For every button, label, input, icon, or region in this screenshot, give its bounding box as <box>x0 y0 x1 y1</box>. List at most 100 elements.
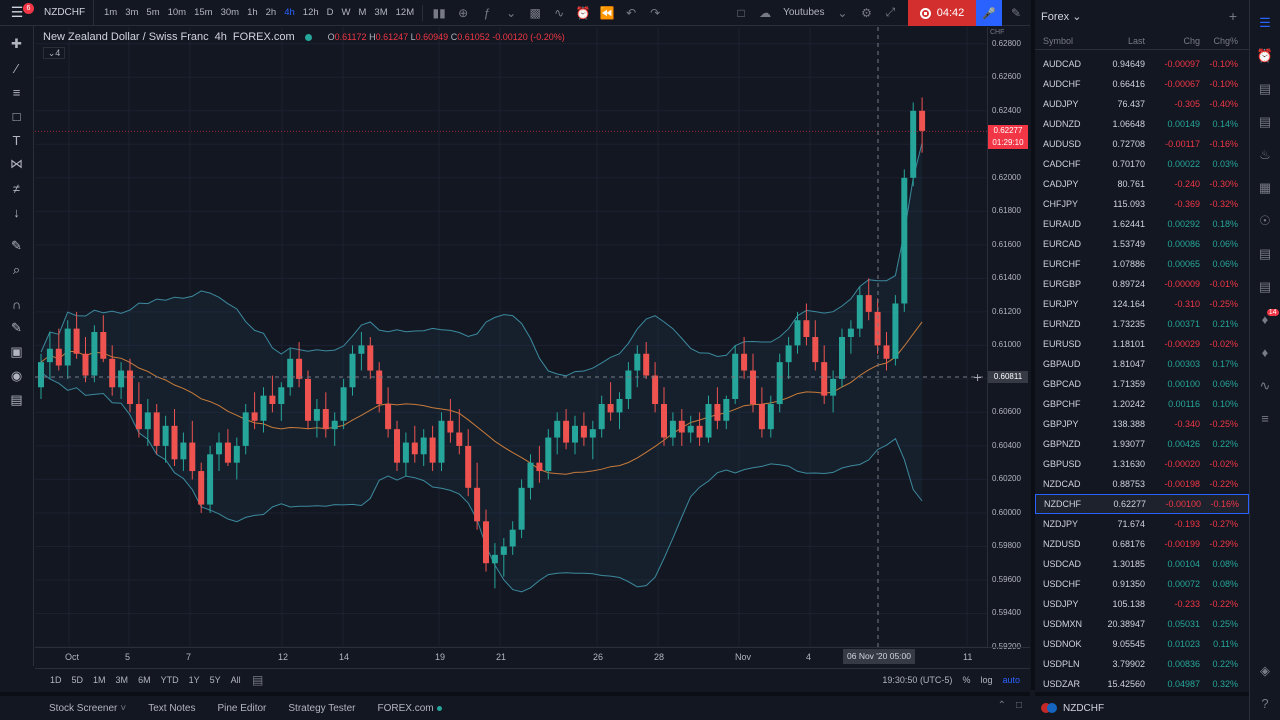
dom-icon[interactable]: ≡ <box>1261 411 1269 426</box>
undo-icon[interactable]: ↶ <box>626 5 637 20</box>
column-chg[interactable]: Chg <box>1183 35 1200 46</box>
trash-icon[interactable]: ▤ <box>10 392 23 407</box>
watchlist-row-gbpchf[interactable]: GBPCHF 1.20242 0.00116 0.10% <box>1035 394 1249 414</box>
range-6m[interactable]: 6M <box>138 674 151 685</box>
streams-icon[interactable]: ▤ <box>1258 278 1272 294</box>
clock-readout[interactable]: 19:30:50 (UTC-5) <box>882 675 953 685</box>
replay-icon[interactable]: ⏪ <box>599 5 615 20</box>
compare-icon[interactable]: ⊕ <box>458 5 469 20</box>
fib-icon[interactable]: ≡ <box>12 84 21 100</box>
column-last[interactable]: Last <box>1127 35 1145 46</box>
percent-toggle[interactable]: % <box>962 675 971 685</box>
layout-name[interactable]: Youtubes <box>783 6 825 18</box>
text-icon[interactable]: T <box>12 132 21 148</box>
alert-icon[interactable]: ⏰ <box>575 5 591 20</box>
watchlist-row-gbpjpy[interactable]: GBPJPY 138.388 -0.340 -0.25% <box>1035 414 1249 434</box>
interval-10m[interactable]: 10m <box>167 6 187 18</box>
financials-icon[interactable]: ▩ <box>529 5 541 20</box>
interval-1m[interactable]: 1m <box>104 6 118 18</box>
watchlist-row-usdjpy[interactable]: USDJPY 105.138 -0.233 -0.22% <box>1035 594 1249 614</box>
range-1d[interactable]: 1D <box>50 674 62 685</box>
indicators-toggle[interactable]: ⌄4 <box>43 47 65 59</box>
range-1y[interactable]: 1Y <box>188 674 200 685</box>
eye-icon[interactable]: ◉ <box>10 368 23 383</box>
trend-line-icon[interactable]: ∕ <box>15 60 18 76</box>
watchlist-row-eurchf[interactable]: EURCHF 1.07886 0.00065 0.06% <box>1035 254 1249 274</box>
gear-icon[interactable]: ⚙ <box>861 5 872 20</box>
watchlist-row-cadchf[interactable]: CADCHF 0.70170 0.00022 0.03% <box>1035 154 1249 174</box>
tab-text-notes[interactable]: Text Notes <box>148 702 196 714</box>
tab-forex-com[interactable]: FOREX.com <box>366 703 452 714</box>
watchlist-row-eurcad[interactable]: EURCAD 1.53749 0.00086 0.06% <box>1035 234 1249 254</box>
time-scale[interactable]: Oct 5 7 12 14 19 21 26 28 Nov 4 11 06 Nov '20 05:00 <box>35 647 1030 667</box>
watchlist-row-chfjpy[interactable]: CHFJPY 115.093 -0.369 -0.32% <box>1035 194 1249 214</box>
interval-15m[interactable]: 15m <box>194 6 213 18</box>
interval-3M[interactable]: 3M <box>374 6 388 18</box>
watchlist-row-usdmxn[interactable]: USDMXN 20.38947 0.05031 0.25% <box>1035 614 1249 634</box>
range-1m[interactable]: 1M <box>93 674 106 685</box>
range-5d[interactable]: 5D <box>71 674 84 685</box>
tab-stock-screener[interactable]: Stock Screener ˅ <box>49 702 127 714</box>
watchlist-row-gbpnzd[interactable]: GBPNZD 1.93077 0.00426 0.22% <box>1035 434 1249 454</box>
watchlist-row-audchf[interactable]: AUDCHF 0.66416 -0.00067 -0.10% <box>1035 74 1249 94</box>
tab-strategy-tester[interactable]: Strategy Tester <box>288 702 356 714</box>
chart-canvas[interactable]: + <box>35 27 987 647</box>
interval-4h[interactable]: 4h <box>284 6 295 18</box>
watchlist-row-eurgbp[interactable]: EURGBP 0.89724 -0.00009 -0.01% <box>1035 274 1249 294</box>
recording-indicator[interactable]: 04:42 <box>908 0 976 26</box>
zoom-icon[interactable]: ⌕ <box>12 262 21 277</box>
range-5y[interactable]: 5Y <box>209 674 221 685</box>
main-menu-button[interactable]: ☰ 6 <box>0 0 34 26</box>
chat-icon[interactable]: ▤ <box>1258 245 1272 261</box>
log-toggle[interactable]: log <box>980 675 993 685</box>
watchlist-row-usdpln[interactable]: USDPLN 3.79902 0.00836 0.22% <box>1035 654 1249 674</box>
watchlist-row-usdnok[interactable]: USDNOK 9.05545 0.01023 0.11% <box>1035 634 1249 654</box>
symbol-details-bar[interactable]: NZDCHF <box>1035 692 1249 720</box>
watchlist-row-audnzd[interactable]: AUDNZD 1.06648 0.00149 0.14% <box>1035 114 1249 134</box>
calendar-icon[interactable]: ▤ <box>251 672 264 687</box>
crosshair-icon[interactable]: ✚ <box>11 36 22 51</box>
interval-2h[interactable]: 2h <box>265 6 277 18</box>
help-icon[interactable]: ? <box>1261 696 1269 711</box>
watchlist-row-gbpusd[interactable]: GBPUSD 1.31630 -0.00020 -0.02% <box>1035 454 1249 474</box>
alerts-icon[interactable]: ⏰ <box>1256 47 1274 63</box>
layers-icon[interactable]: ◈ <box>1260 662 1270 678</box>
symbol-search[interactable]: NZDCHF <box>34 0 94 26</box>
interval-12M[interactable]: 12M <box>395 6 415 18</box>
price-chart[interactable]: + New Zealand Dollar / Swiss Franc 4h FO… <box>35 27 987 667</box>
hotlists-icon[interactable]: ♨ <box>1259 146 1271 162</box>
watchlist-row-gbpcad[interactable]: GBPCAD 1.71359 0.00100 0.06% <box>1035 374 1249 394</box>
maximize-icon[interactable]: □ <box>1015 700 1022 711</box>
microphone-button[interactable]: 🎤 <box>976 0 1002 26</box>
price-scale[interactable]: CHF 0.628000.626000.624000.622000.620000… <box>987 27 1030 651</box>
interval-D[interactable]: D <box>326 6 334 18</box>
chevron-down-icon[interactable]: ⌄ <box>837 5 848 20</box>
tab-pine-editor[interactable]: Pine Editor <box>217 702 267 714</box>
interval-12h[interactable]: 12h <box>302 6 319 18</box>
watchlist-row-eurnzd[interactable]: EURNZD 1.73235 0.00371 0.21% <box>1035 314 1249 334</box>
interval-M[interactable]: M <box>358 6 367 18</box>
cloud-icon[interactable]: ☁ <box>759 5 772 20</box>
column-chg-pct[interactable]: Chg% <box>1213 35 1238 46</box>
watchlist-row-usdzar[interactable]: USDZAR 15.42560 0.04987 0.32% <box>1035 674 1249 690</box>
watchlist-row-cadjpy[interactable]: CADJPY 80.761 -0.240 -0.30% <box>1035 174 1249 194</box>
trading-panel-icon[interactable]: ∿ <box>1259 377 1271 393</box>
watchlist-row-nzdjpy[interactable]: NZDJPY 71.674 -0.193 -0.27% <box>1035 514 1249 534</box>
chart-type-icon[interactable]: ▮▮ <box>432 5 446 20</box>
interval-W[interactable]: W <box>341 6 351 18</box>
lock-drawing-icon[interactable]: ✎ <box>11 320 22 335</box>
watchlist-row-usdchf[interactable]: USDCHF 0.91350 0.00072 0.08% <box>1035 574 1249 594</box>
interval-30m[interactable]: 30m <box>220 6 240 18</box>
calendar-icon[interactable]: ▦ <box>1258 179 1272 195</box>
redo-icon[interactable]: ↷ <box>650 5 661 20</box>
watchlist-row-usdcad[interactable]: USDCAD 1.30185 0.00104 0.08% <box>1035 554 1249 574</box>
ideas-icon[interactable]: ☉ <box>1259 212 1271 228</box>
ruler-icon[interactable]: ✎ <box>11 238 22 253</box>
watchlist-row-nzdcad[interactable]: NZDCAD 0.88753 -0.00198 -0.22% <box>1035 474 1249 494</box>
add-symbol-icon[interactable]: + <box>1228 8 1237 24</box>
annotate-button[interactable]: ✎ <box>1002 0 1030 26</box>
magnet-icon[interactable]: ∩ <box>11 296 22 312</box>
templates-icon[interactable]: ⌄ <box>506 5 517 20</box>
bell-icon[interactable]: ♦ <box>1261 345 1269 360</box>
watchlist-row-audcad[interactable]: AUDCAD 0.94649 -0.00097 -0.10% <box>1035 54 1249 74</box>
